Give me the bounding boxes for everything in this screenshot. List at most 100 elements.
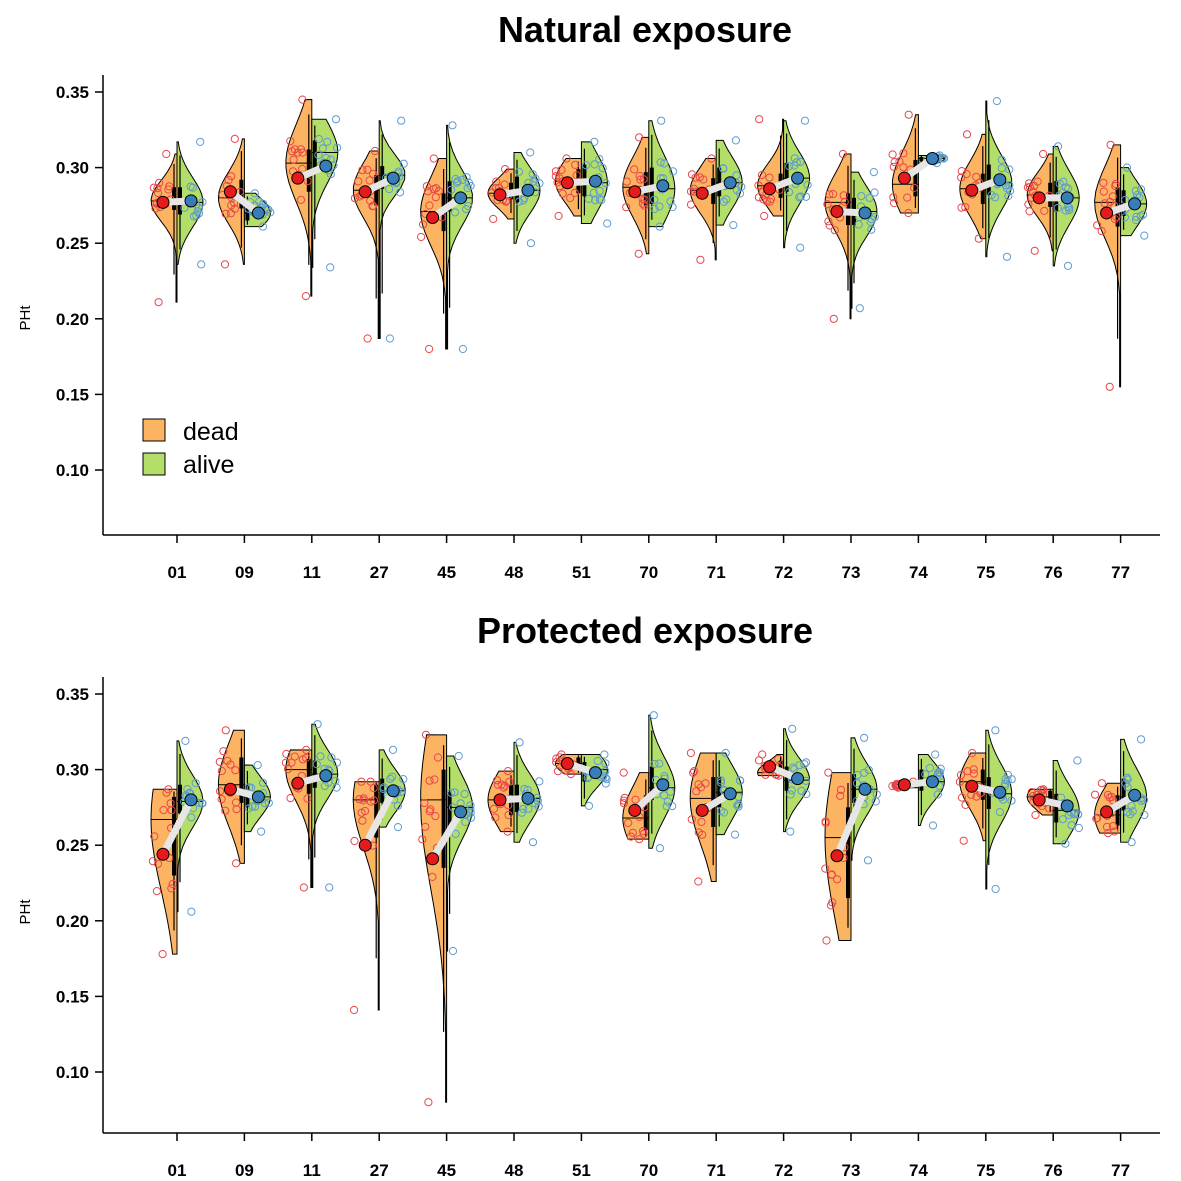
jitter-point-alive-71	[737, 182, 746, 191]
x-tick-label: 01	[168, 1161, 187, 1180]
panel-protected-exposure: Protected exposure PHt 0.100.150.200.250…	[17, 610, 1160, 1180]
jitter-point-dead-73	[827, 870, 836, 879]
x-tick-label: 45	[437, 1161, 456, 1180]
y-tick-label: 0.20	[56, 310, 89, 329]
violin-dead-27	[352, 781, 380, 1011]
jitter-point-alive-09	[259, 199, 268, 208]
jitter-point-dead-09	[220, 260, 230, 269]
jitter-point-alive-76	[1073, 756, 1082, 765]
jitter-point-dead-45	[433, 753, 443, 762]
jitter-point-dead-27	[363, 165, 372, 174]
jitter-point-dead-27	[366, 777, 375, 786]
jitter-point-dead-73	[830, 226, 839, 235]
jitter-point-dead-09	[217, 766, 226, 776]
jitter-point-alive-71	[719, 197, 729, 206]
violin-dead-45	[420, 157, 448, 350]
jitter-point-alive-01	[196, 137, 205, 146]
jitter-point-alive-11	[331, 776, 340, 786]
jitter-point-dead-75	[957, 793, 967, 802]
jitter-point-alive-72	[802, 789, 811, 799]
violin-dead-01	[150, 153, 178, 303]
y-axis-label: PHt	[17, 305, 34, 331]
mean-point-dead-45	[426, 210, 440, 224]
mean-connector-45	[429, 808, 465, 863]
jitter-point-alive-45	[467, 813, 476, 822]
jitter-point-dead-11	[288, 147, 297, 156]
jitter-point-dead-27	[350, 194, 359, 203]
jitter-point-alive-75	[987, 191, 996, 200]
jitter-point-dead-72	[760, 211, 769, 221]
jitter-point-dead-73	[825, 221, 834, 230]
jitter-point-dead-73	[825, 190, 834, 199]
x-tick-label: 48	[505, 563, 524, 582]
jitter-point-alive-71	[731, 136, 741, 145]
jitter-point-dead-72	[754, 181, 763, 190]
jitter-point-dead-74	[903, 193, 912, 202]
jitter-point-dead-77	[1110, 827, 1119, 836]
jitter-point-alive-72	[796, 157, 805, 166]
jitter-point-dead-27	[355, 795, 364, 804]
jitter-point-dead-51	[552, 758, 561, 767]
jitter-point-alive-77	[1140, 810, 1149, 820]
jitter-point-dead-71	[689, 768, 698, 777]
jitter-point-alive-27	[388, 772, 397, 781]
jitter-point-dead-74	[895, 157, 904, 166]
jitter-point-dead-45	[431, 193, 440, 202]
jitter-point-dead-72	[767, 194, 776, 204]
jitter-point-dead-27	[350, 836, 359, 846]
mean-point-dead-76	[1032, 793, 1046, 807]
jitter-point-alive-45	[450, 788, 459, 797]
x-tick-label: 72	[774, 563, 793, 582]
jitter-point-dead-73	[836, 791, 845, 800]
axes: 0.10 0.15 0.20 0.25 0.30 0.35 01 09 11 27 45 48 51 70…	[56, 677, 1160, 1180]
mean-connector-01	[159, 796, 195, 858]
jitter-point-dead-09	[223, 756, 232, 765]
jitter-point-dead-45	[423, 187, 432, 196]
jitter-point-alive-11	[323, 137, 332, 146]
jitter-point-dead-73	[840, 197, 849, 206]
jitter-point-dead-51	[558, 189, 567, 198]
jitter-point-alive-72	[788, 724, 797, 733]
jitter-point-alive-76	[1054, 142, 1063, 151]
jitter-point-alive-71	[735, 776, 745, 785]
jitter-point-alive-45	[451, 829, 460, 839]
y-tick-label: 0.10	[56, 461, 89, 480]
jitter-point-dead-01	[155, 178, 164, 187]
jitter-point-alive-71	[716, 778, 726, 787]
mean-point-alive-27	[386, 171, 400, 185]
jitter-point-alive-74	[933, 790, 942, 799]
y-tick-label: 0.15	[56, 385, 89, 404]
jitter-point-dead-09	[221, 209, 230, 218]
jitter-point-alive-70	[655, 202, 664, 211]
mean-point-dead-77	[1100, 206, 1114, 220]
x-tick-label: 09	[235, 1161, 254, 1180]
jitter-point-dead-71	[687, 170, 697, 179]
jitter-point-dead-51	[554, 211, 563, 221]
jitter-point-alive-72	[802, 758, 811, 767]
jitter-point-alive-73	[869, 168, 879, 177]
mean-point-alive-75	[993, 785, 1007, 799]
jitter-point-dead-74	[890, 198, 899, 208]
jitter-point-alive-75	[1001, 779, 1010, 788]
jitter-point-dead-48	[503, 767, 513, 776]
jitter-point-dead-74	[890, 158, 899, 167]
jitter-point-dead-77	[1092, 814, 1101, 823]
mean-point-alive-09	[251, 790, 265, 804]
jitter-point-alive-51	[595, 186, 604, 196]
jitter-point-dead-77	[1103, 829, 1113, 838]
points-layer	[148, 711, 1149, 1107]
x-tick-label: 27	[370, 563, 389, 582]
jitter-point-dead-76	[1027, 788, 1036, 797]
mean-point-dead-76	[1032, 191, 1046, 205]
jitter-point-alive-09	[258, 222, 268, 231]
jitter-point-alive-11	[331, 115, 341, 124]
jitter-point-dead-27	[350, 1005, 359, 1015]
jitter-point-dead-45	[424, 1098, 433, 1107]
jitter-point-dead-70	[631, 795, 640, 804]
jitter-point-dead-11	[298, 755, 307, 764]
jitter-point-dead-51	[566, 193, 575, 203]
jitter-point-dead-73	[823, 200, 832, 209]
jitter-point-alive-45	[463, 183, 472, 193]
jitter-point-dead-76	[1025, 179, 1034, 188]
jitter-point-alive-45	[453, 177, 462, 186]
